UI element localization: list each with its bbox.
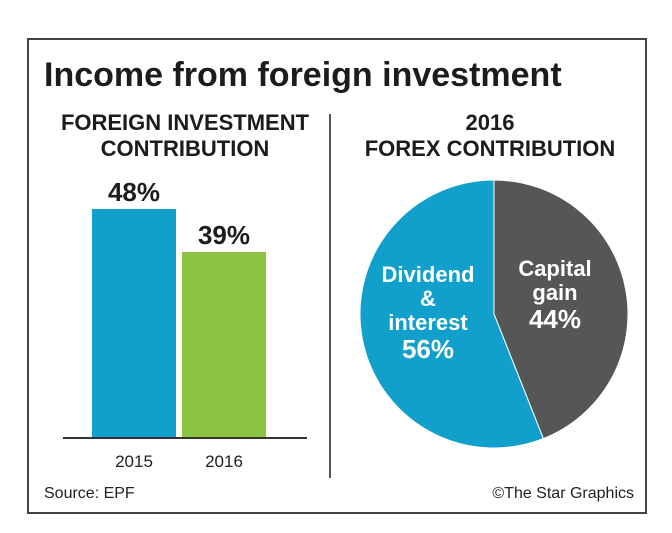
bar-2015 [92, 209, 176, 438]
source-note: Source: EPF [44, 485, 135, 502]
pie-slice-label-0-line-0: Capital [518, 256, 591, 281]
chart-frame [27, 38, 647, 514]
pie-slice-1 [359, 179, 544, 449]
pie-slice-pct-1: 56% [402, 334, 454, 364]
bar-chart-title-line-2: CONTRIBUTION [100, 136, 270, 161]
bar-chart-title: FOREIGN INVESTMENT CONTRIBUTION [40, 110, 330, 162]
pie-chart-title: 2016 FOREX CONTRIBUTION [340, 110, 640, 162]
pie-slice-0 [493, 179, 629, 440]
pie-slice-label-0-line-1: gain [532, 280, 577, 305]
x-tick-2016: 2016 [205, 452, 243, 471]
credit-note: ©The Star Graphics [492, 485, 634, 502]
bar-2016 [182, 251, 266, 438]
bar-value-label-2015: 48% [108, 177, 160, 207]
bar-chart-title-line-1: FOREIGN INVESTMENT [60, 110, 310, 135]
panel-divider [329, 114, 331, 478]
bar-value-label-2016: 39% [198, 220, 250, 250]
pie-slice-label-1-line-2: interest [388, 310, 468, 335]
pie-chart-title-line-1: 2016 [465, 110, 515, 135]
x-tick-2015: 2015 [115, 452, 153, 471]
pie-chart-title-line-2: FOREX CONTRIBUTION [364, 136, 616, 161]
pie-slice-label-1-line-1: & [420, 286, 436, 311]
page-title: Income from foreign investment [44, 56, 562, 94]
bar-chart: 48% 2015 39% 2016 [63, 177, 307, 471]
pie-slice-label-1-line-0: Dividend [382, 262, 475, 287]
pie-slice-pct-0: 44% [529, 304, 581, 334]
